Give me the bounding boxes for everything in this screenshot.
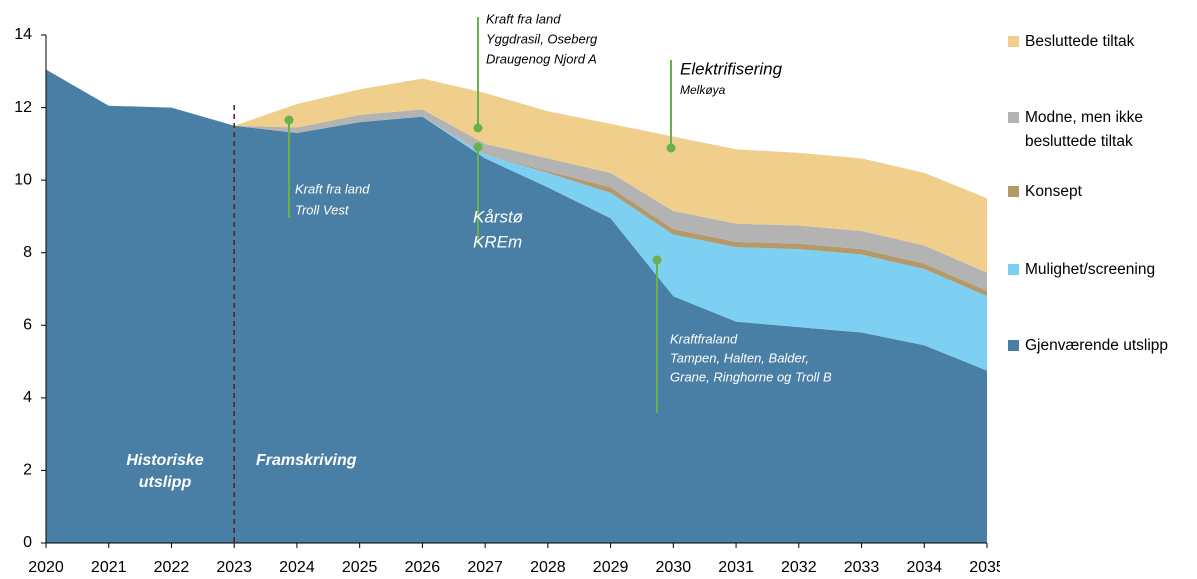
x-tick-label: 2031 (718, 559, 754, 576)
legend-item: Modne, men ikke besluttede tiltak (1008, 106, 1178, 154)
y-tick-label: 8 (23, 244, 32, 261)
legend-label: Besluttede tiltak (1025, 33, 1135, 50)
legend-swatch (1008, 264, 1019, 275)
y-tick-label: 6 (23, 317, 32, 334)
x-tick-label: 2035 (969, 559, 1000, 576)
legend-swatch (1008, 36, 1019, 47)
area (46, 69, 987, 371)
area (46, 69, 987, 543)
area (46, 69, 987, 291)
x-tick-label: 2034 (906, 559, 942, 576)
legend-label: Konsept (1025, 183, 1082, 200)
legend-item: Mulighet/screening (1008, 258, 1178, 282)
x-tick-label: 2025 (342, 559, 378, 576)
annotation: Tampen, Halten, Balder, (670, 350, 809, 365)
x-tick-label: 2027 (467, 559, 503, 576)
annotation: Framskriving (256, 452, 357, 469)
annotation: KREm (473, 232, 522, 251)
x-tick-label: 2032 (781, 559, 817, 576)
x-tick-label: 2029 (593, 559, 629, 576)
annotation-dot (473, 123, 483, 133)
annotation: Elektrifisering (680, 59, 783, 78)
annotation: utslipp (139, 474, 192, 491)
legend-swatch (1008, 340, 1019, 351)
annotation: Historiske (126, 452, 203, 469)
annotation: Yggdrasil, Oseberg (486, 31, 598, 46)
legend-swatch (1008, 186, 1019, 197)
y-tick-label: 14 (14, 26, 32, 43)
annotation: Grane, Ringhorne og Troll B (670, 369, 832, 384)
x-tick-label: 2033 (844, 559, 880, 576)
legend-label: Mulighet/screening (1025, 261, 1156, 278)
x-tick-label: 2030 (656, 559, 692, 576)
annotation: Kårstø (473, 207, 523, 226)
x-tick-label: 2024 (279, 559, 315, 576)
chart: 0 2 4 6 8 10 12 14 2020 2021 2022 2023 2024 2025 2026 2… (14, 11, 1005, 576)
legend-label: Gjenværende utslipp (1025, 337, 1169, 354)
annotation: Draugenog Njord A (486, 51, 597, 66)
legend-item: Gjenværende utslipp (1008, 334, 1178, 358)
annotation-dot (473, 142, 483, 152)
legend-label: Modne, men ikke besluttede tiltak (1025, 109, 1144, 150)
annotation: Troll Vest (295, 202, 350, 217)
annotation: Kraft fra land (295, 181, 370, 196)
y-tick-label: 10 (14, 171, 32, 188)
legend-item: Besluttede tiltak (1008, 30, 1178, 54)
annotation: Kraftfraland (670, 331, 738, 346)
legend-item: Konsept (1008, 180, 1178, 204)
annotation: Melkøya (680, 83, 726, 97)
x-tick-label: 2023 (216, 559, 252, 576)
y-tick-label: 12 (14, 99, 32, 116)
y-tick-label: 4 (23, 389, 32, 406)
area (46, 69, 987, 273)
x-tick-label: 2028 (530, 559, 566, 576)
x-tick-label: 2022 (154, 559, 190, 576)
annotation: Kraft fra land (486, 11, 561, 26)
legend-swatch (1008, 112, 1019, 123)
annotation-dot (652, 255, 662, 265)
y-tick-label: 0 (23, 534, 32, 551)
x-tick-label: 2020 (28, 559, 64, 576)
x-tick-label: 2026 (405, 559, 441, 576)
annotation-dot (284, 115, 294, 125)
x-tick-label: 2021 (91, 559, 127, 576)
annotation-dot (666, 143, 676, 153)
y-tick-label: 2 (23, 462, 32, 479)
